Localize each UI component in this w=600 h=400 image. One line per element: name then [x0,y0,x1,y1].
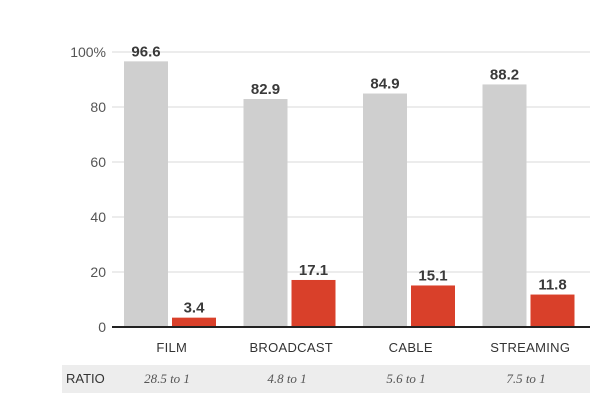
data-label: 11.8 [538,277,566,294]
data-label: 17.1 [299,262,328,279]
bar-chart: 0 20 40 60 80 100% 96.6 3.4 FILM 82.9 17.1 BROADCAS… [70,43,590,355]
category-label: FILM [156,340,187,355]
category-label: BROADCAST [249,340,333,355]
bar [363,93,407,328]
y-tick-label: 0 [98,319,106,335]
ratio-value-streaming: 7.5 to 1 [506,371,546,386]
y-tick-label: 60 [90,154,106,170]
data-label: 88.2 [490,66,519,83]
category-label: CABLE [389,340,433,355]
ratio-value-cable: 5.6 to 1 [386,371,426,386]
y-tick-label: 20 [90,264,106,280]
data-label: 15.1 [418,267,447,284]
bar [482,84,527,327]
bar [172,317,216,327]
y-tick-label: 100% [70,44,106,60]
bar [530,294,575,327]
y-tick-label: 80 [90,99,106,115]
data-label: 82.9 [251,81,280,98]
bar [124,61,168,327]
ratio-row-label: RATIO [62,365,112,393]
y-tick-label: 40 [90,209,106,225]
ratio-row-band [110,365,590,393]
ratio-value-film: 28.5 to 1 [144,371,190,386]
data-label: 96.6 [131,43,160,60]
bar [411,285,455,327]
category-label: STREAMING [490,340,570,355]
bar [291,279,336,327]
ratio-value-broadcast: 4.8 to 1 [267,371,307,386]
bar [243,99,288,328]
data-label: 84.9 [370,76,399,93]
data-label: 3.4 [184,300,206,317]
